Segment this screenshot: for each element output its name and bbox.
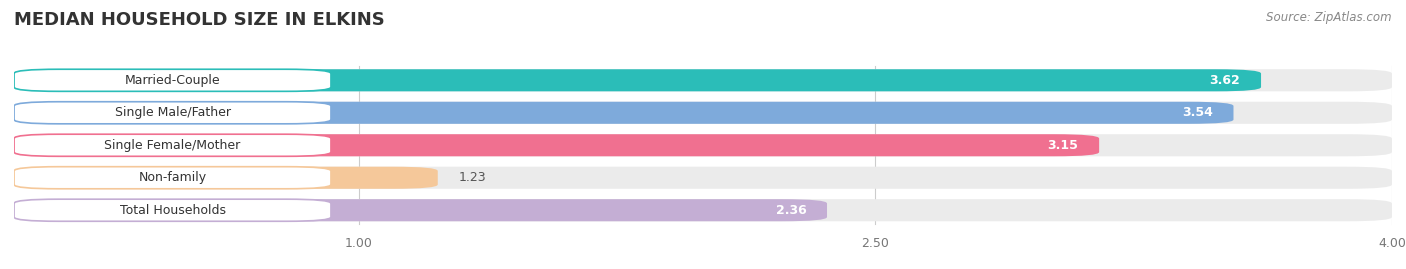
Text: 3.54: 3.54 <box>1182 106 1213 119</box>
Text: Married-Couple: Married-Couple <box>125 74 221 87</box>
FancyBboxPatch shape <box>14 199 827 221</box>
FancyBboxPatch shape <box>14 134 330 156</box>
Text: Non-family: Non-family <box>138 171 207 184</box>
FancyBboxPatch shape <box>14 167 437 189</box>
Text: MEDIAN HOUSEHOLD SIZE IN ELKINS: MEDIAN HOUSEHOLD SIZE IN ELKINS <box>14 11 385 29</box>
Text: Single Female/Mother: Single Female/Mother <box>104 139 240 152</box>
FancyBboxPatch shape <box>14 134 1392 156</box>
FancyBboxPatch shape <box>14 199 1392 221</box>
FancyBboxPatch shape <box>14 69 1392 91</box>
FancyBboxPatch shape <box>14 102 330 124</box>
FancyBboxPatch shape <box>14 102 1392 124</box>
FancyBboxPatch shape <box>14 134 1099 156</box>
FancyBboxPatch shape <box>14 102 1233 124</box>
Text: 2.36: 2.36 <box>776 204 806 217</box>
Text: Source: ZipAtlas.com: Source: ZipAtlas.com <box>1267 11 1392 24</box>
FancyBboxPatch shape <box>14 69 330 91</box>
Text: 3.62: 3.62 <box>1209 74 1240 87</box>
Text: Single Male/Father: Single Male/Father <box>114 106 231 119</box>
Text: Total Households: Total Households <box>120 204 225 217</box>
FancyBboxPatch shape <box>14 199 330 221</box>
Text: 3.15: 3.15 <box>1047 139 1078 152</box>
FancyBboxPatch shape <box>14 69 1261 91</box>
FancyBboxPatch shape <box>14 167 330 189</box>
Text: 1.23: 1.23 <box>458 171 486 184</box>
FancyBboxPatch shape <box>14 167 1392 189</box>
